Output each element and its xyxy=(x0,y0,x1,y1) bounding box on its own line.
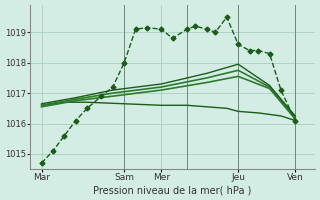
X-axis label: Pression niveau de la mer( hPa ): Pression niveau de la mer( hPa ) xyxy=(93,185,252,195)
